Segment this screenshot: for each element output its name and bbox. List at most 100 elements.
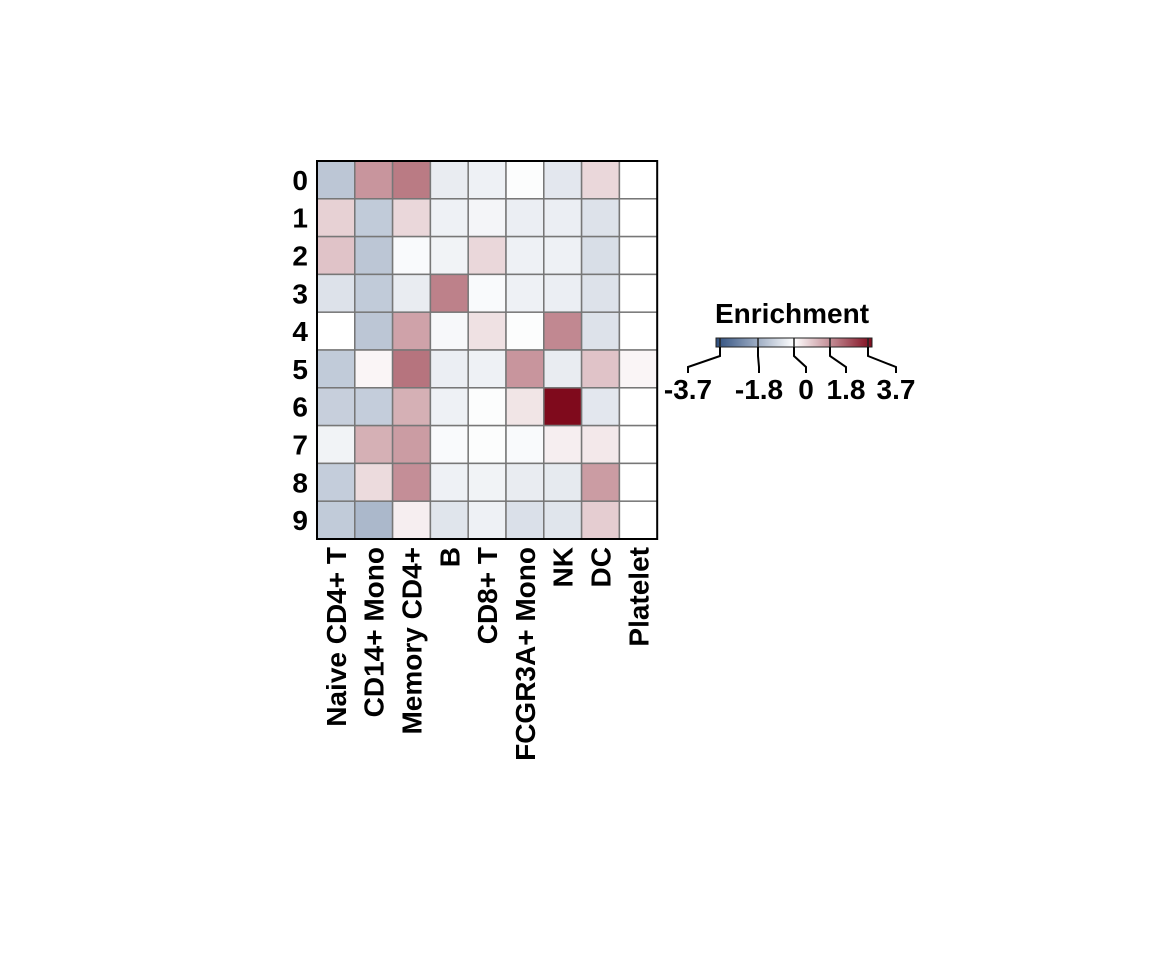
heatmap-cell: [543, 311, 583, 351]
heatmap-cell: [543, 349, 583, 389]
heatmap-cell: [316, 311, 356, 351]
row-label: 5: [292, 354, 308, 385]
heatmap-cell: [316, 160, 356, 200]
colorbar-tick-connector: [687, 347, 721, 373]
column-label: NK: [548, 547, 579, 587]
heatmap-cell: [505, 387, 545, 427]
row-labels: 0 1 2 3 4 5 6 7 8 9: [292, 165, 308, 536]
heatmap-cell: [580, 311, 621, 351]
heatmap-cell: [543, 462, 583, 502]
row-label: 3: [292, 278, 308, 309]
heatmap-cell: [316, 424, 356, 465]
colorbar-ticks: -3.7 -1.8 0 1.8 3.7: [664, 338, 916, 405]
heatmap-cell: [316, 198, 356, 238]
column-label: B: [434, 547, 465, 567]
heatmap-cell: [316, 462, 356, 502]
heatmap-cell: [354, 311, 394, 351]
heatmap-cell: [429, 273, 469, 313]
colorbar-tick-connector: [829, 347, 847, 373]
heatmap-cell: [391, 273, 432, 313]
heatmap-cell: [580, 349, 621, 389]
heatmap-cell: [580, 273, 621, 313]
colorbar-legend: Enrichment -3.7 -1.8 0 1.8 3.7: [664, 298, 916, 405]
heatmap-cell: [467, 273, 507, 313]
heatmap-cell: [543, 198, 583, 238]
heatmap-cell: [618, 160, 658, 200]
column-labels: Naive CD4+ T CD14+ Mono Memory CD4+ B CD8+ T…: [321, 547, 654, 761]
heatmap-cell: [354, 349, 394, 389]
heatmap-cell: [316, 387, 356, 427]
heatmap-cell: [505, 349, 545, 389]
row-label: 6: [292, 392, 308, 423]
heatmap-cell: [354, 462, 394, 502]
heatmap-cell: [391, 311, 432, 351]
heatmap-cell: [467, 160, 507, 200]
heatmap-cell: [618, 462, 658, 502]
heatmap-cell: [543, 273, 583, 313]
heatmap-cell: [429, 311, 469, 351]
heatmap-cell: [580, 160, 621, 200]
heatmap-cell: [618, 424, 658, 465]
heatmap-cell: [391, 160, 432, 200]
heatmap-cell: [543, 424, 583, 465]
row-label: 1: [292, 203, 308, 234]
heatmap-cell: [429, 500, 469, 540]
heatmap-cell: [354, 387, 394, 427]
heatmap-cell: [354, 500, 394, 540]
heatmap-cell: [316, 349, 356, 389]
heatmap-cell: [354, 424, 394, 465]
heatmap-cell: [505, 160, 545, 200]
heatmap-cell: [391, 462, 432, 502]
column-label: Memory CD4+: [397, 547, 428, 735]
row-label: 9: [292, 505, 308, 536]
heatmap-cell: [543, 500, 583, 540]
column-label: CD8+ T: [472, 547, 503, 644]
heatmap-cell: [543, 160, 583, 200]
heatmap-cell: [580, 235, 621, 276]
heatmap-cell: [505, 235, 545, 276]
heatmap-cells: [316, 160, 658, 540]
heatmap-cell: [618, 349, 658, 389]
column-label: CD14+ Mono: [359, 547, 390, 717]
column-label: Platelet: [623, 547, 654, 647]
row-label: 0: [292, 165, 308, 196]
colorbar-title: Enrichment: [715, 298, 869, 329]
heatmap-cell: [391, 424, 432, 465]
heatmap-border: [316, 160, 659, 540]
heatmap-cell: [467, 349, 507, 389]
heatmap-cell: [618, 500, 658, 540]
colorbar-tick-label: 0: [798, 374, 814, 405]
column-label: FCGR3A+ Mono: [510, 547, 541, 761]
row-label: 7: [292, 430, 308, 461]
heatmap-cell: [391, 235, 432, 276]
row-label: 8: [292, 467, 308, 498]
heatmap-cell: [429, 387, 469, 427]
heatmap-cell: [505, 500, 545, 540]
heatmap-cell: [429, 198, 469, 238]
heatmap-cell: [618, 311, 658, 351]
colorbar-tick-connector: [757, 347, 760, 373]
heatmap-cell: [580, 387, 621, 427]
heatmap-cell: [316, 273, 356, 313]
heatmap-cell: [618, 387, 658, 427]
heatmap-cell: [505, 424, 545, 465]
heatmap-cell: [391, 500, 432, 540]
heatmap-cell: [467, 462, 507, 502]
colorbar-tick-connector: [867, 347, 897, 373]
heatmap-cell: [618, 273, 658, 313]
heatmap-cell: [505, 198, 545, 238]
heatmap-cell: [580, 198, 621, 238]
heatmap-cell: [391, 349, 432, 389]
heatmap-cell: [391, 387, 432, 427]
heatmap-cell: [354, 198, 394, 238]
colorbar-tick-label: 3.7: [877, 374, 916, 405]
colorbar-tick-connector: [793, 347, 807, 373]
heatmap-cell: [543, 387, 583, 427]
column-label: DC: [586, 547, 617, 587]
heatmap-cell: [580, 462, 621, 502]
heatmap-cell: [467, 424, 507, 465]
heatmap-cell: [467, 387, 507, 427]
heatmap-cell: [467, 500, 507, 540]
column-label: Naive CD4+ T: [321, 547, 352, 727]
